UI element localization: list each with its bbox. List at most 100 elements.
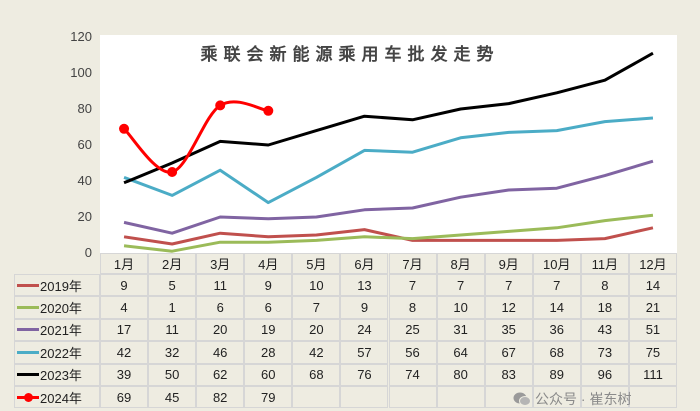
data-label: 10 (292, 274, 341, 297)
data-label: 96 (580, 363, 629, 386)
data-label (340, 386, 389, 409)
data-label: 42 (100, 341, 149, 364)
data-label: 8 (388, 296, 437, 319)
x-tick-label: 5月 (292, 253, 341, 274)
data-label: 10 (436, 296, 485, 319)
legend-entry: 2021年 (14, 318, 100, 342)
legend-label: 2024年 (40, 390, 82, 406)
legend-entry: 2020年 (14, 296, 100, 319)
legend-swatch (17, 350, 39, 354)
y-tick-label: 120 (70, 29, 92, 44)
y-tick-label: 20 (77, 209, 92, 224)
data-label: 111 (628, 363, 677, 386)
data-label: 31 (436, 318, 485, 342)
x-tick-label: 4月 (244, 253, 293, 274)
data-label (580, 386, 629, 409)
watermark-text: 公众号 · 崔东树 (535, 391, 632, 407)
x-tick-label: 2月 (148, 253, 197, 274)
chart-plot: 0 20 40 60 80 100 120 (70, 29, 677, 260)
x-tick-label: 11月 (580, 253, 629, 274)
y-tick-label: 60 (77, 137, 92, 152)
data-label: 9 (100, 274, 149, 297)
legend-label: 2020年 (40, 301, 82, 317)
data-label: 4 (100, 296, 149, 319)
data-label: 35 (484, 318, 533, 342)
legend-label: 2021年 (40, 323, 82, 339)
x-tick-label: 9月 (484, 253, 533, 274)
legend-swatch (17, 373, 39, 377)
data-label: 20 (196, 318, 245, 342)
y-tick-label: 40 (77, 173, 92, 188)
legend-entry: 2019年 (14, 274, 100, 297)
series-line-2021年 (123, 159, 654, 235)
watermark: 公众号 · 崔东树 (513, 389, 631, 409)
data-label: 73 (580, 341, 629, 364)
data-label: 14 (532, 296, 581, 319)
data-label: 9 (244, 274, 293, 297)
data-label: 12 (484, 296, 533, 319)
data-label: 24 (340, 318, 389, 342)
data-label: 79 (244, 386, 293, 409)
data-label: 7 (388, 274, 437, 297)
data-point (215, 100, 226, 111)
data-label (484, 386, 533, 409)
x-tick-label: 6月 (340, 253, 389, 274)
data-label: 68 (292, 363, 341, 386)
series-line-2020年 (123, 213, 654, 253)
data-label (532, 386, 581, 409)
data-label: 75 (628, 341, 677, 364)
legend-swatch (17, 306, 39, 310)
series-line-2022年 (123, 116, 654, 205)
data-label: 64 (436, 341, 485, 364)
chart-title: 乘联会新能源乘用车批发走势 (200, 45, 500, 64)
data-label: 51 (628, 318, 677, 342)
series-line-2023年 (123, 51, 654, 185)
legend-entry: 2024年 (14, 386, 100, 409)
data-label: 60 (244, 363, 293, 386)
data-label: 11 (148, 318, 197, 342)
x-tick-label: 12月 (628, 253, 677, 274)
x-tick-label: 10月 (532, 253, 581, 274)
wechat-icon (513, 392, 531, 406)
data-label: 74 (388, 363, 437, 386)
legend-swatch (17, 392, 39, 402)
data-label: 25 (388, 318, 437, 342)
x-tick-label: 7月 (388, 253, 437, 274)
data-label: 11 (196, 274, 245, 297)
data-label: 5 (148, 274, 197, 297)
data-point (119, 123, 130, 134)
data-label: 32 (148, 341, 197, 364)
data-label: 7 (532, 274, 581, 297)
data-label: 6 (244, 296, 293, 319)
data-label: 19 (244, 318, 293, 342)
y-tick-label: 80 (77, 101, 92, 116)
data-label: 8 (580, 274, 629, 297)
legend-label: 2023年 (40, 368, 82, 384)
data-label: 82 (196, 386, 245, 409)
series-line-2019年 (123, 226, 654, 246)
data-label: 7 (292, 296, 341, 319)
data-label: 42 (292, 341, 341, 364)
data-label: 17 (100, 318, 149, 342)
data-label: 14 (628, 274, 677, 297)
legend-label: 2022年 (40, 345, 82, 361)
series-line-2024年 (122, 100, 269, 174)
data-label: 69 (100, 386, 149, 409)
data-label (436, 386, 485, 409)
data-label: 56 (388, 341, 437, 364)
data-label: 62 (196, 363, 245, 386)
data-label: 21 (628, 296, 677, 319)
data-label: 28 (244, 341, 293, 364)
data-label: 13 (340, 274, 389, 297)
y-tick-label: 0 (84, 245, 92, 260)
data-label: 50 (148, 363, 197, 386)
data-label: 46 (196, 341, 245, 364)
x-tick-label: 8月 (436, 253, 485, 274)
data-label: 9 (340, 296, 389, 319)
y-tick-label: 100 (70, 65, 92, 80)
data-label: 89 (532, 363, 581, 386)
data-point (263, 105, 274, 116)
data-label (628, 386, 677, 409)
data-label: 80 (436, 363, 485, 386)
x-tick-label: 3月 (196, 253, 245, 274)
